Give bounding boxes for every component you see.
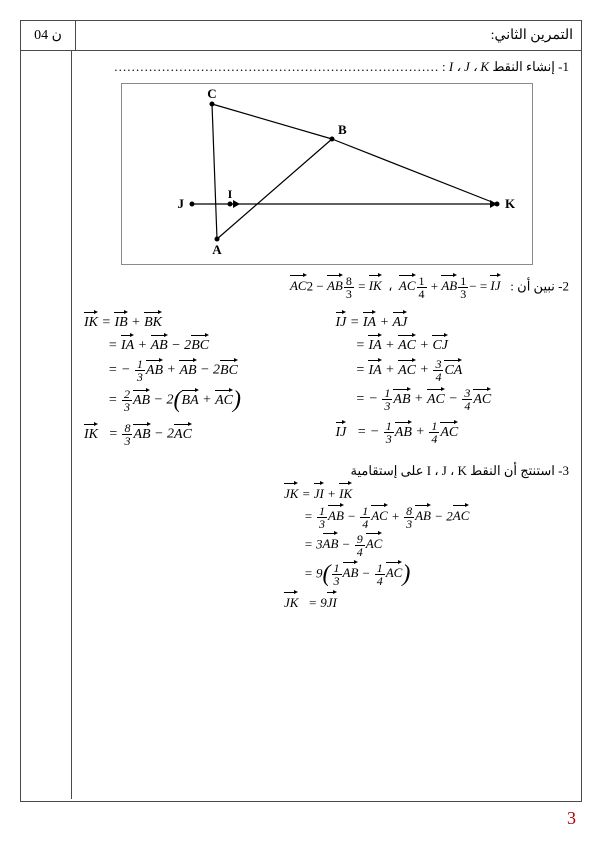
dotted-line (114, 59, 439, 74)
q2-prefix: 2- نبين أن : (510, 278, 569, 293)
page-number: 3 (20, 808, 576, 829)
svg-text:B: B (338, 122, 347, 137)
proof-ik: IK = IB + BK = IA + AB − 2BC = − 13AB + … (84, 308, 318, 451)
proof-jk: JK = JI + IK = 13AB − 14AC + 83AB − 2AC … (284, 483, 569, 611)
q1-prefix: 1- إنشاء النقط (492, 59, 569, 74)
geometry-figure: C B A J I K (121, 83, 533, 265)
svg-text:I: I (227, 187, 232, 201)
score-box: 04 ن (21, 21, 76, 50)
q1-points: I ، J ، K (449, 59, 489, 74)
page-border: 04 ن التمرين الثاني: 1- إنشاء النقط I ، … (20, 20, 582, 802)
svg-text:K: K (505, 196, 516, 211)
exercise-title: التمرين الثاني: (76, 21, 581, 50)
question-3: 3- استنتج أن النقط I ، J ، K على إستقامي… (84, 463, 569, 479)
question-1: 1- إنشاء النقط I ، J ، K : (84, 59, 569, 75)
svg-text:C: C (207, 86, 216, 101)
proof-ij: IJ = IA + AJ = IA + AC + CJ = IA + AC + … (336, 308, 570, 451)
proof-two-columns: IK = IB + BK = IA + AB − 2BC = − 13AB + … (84, 308, 569, 451)
content-area: 1- إنشاء النقط I ، J ، K : (21, 51, 581, 799)
main-content: 1- إنشاء النقط I ، J ، K : (72, 51, 581, 799)
svg-text:A: A (212, 242, 222, 257)
svg-text:J: J (177, 196, 184, 211)
question-2: 2- نبين أن : IJ = −13AB + 14AC ، IK = 83… (84, 275, 569, 300)
header-row: 04 ن التمرين الثاني: (21, 21, 581, 51)
left-margin (21, 51, 72, 799)
